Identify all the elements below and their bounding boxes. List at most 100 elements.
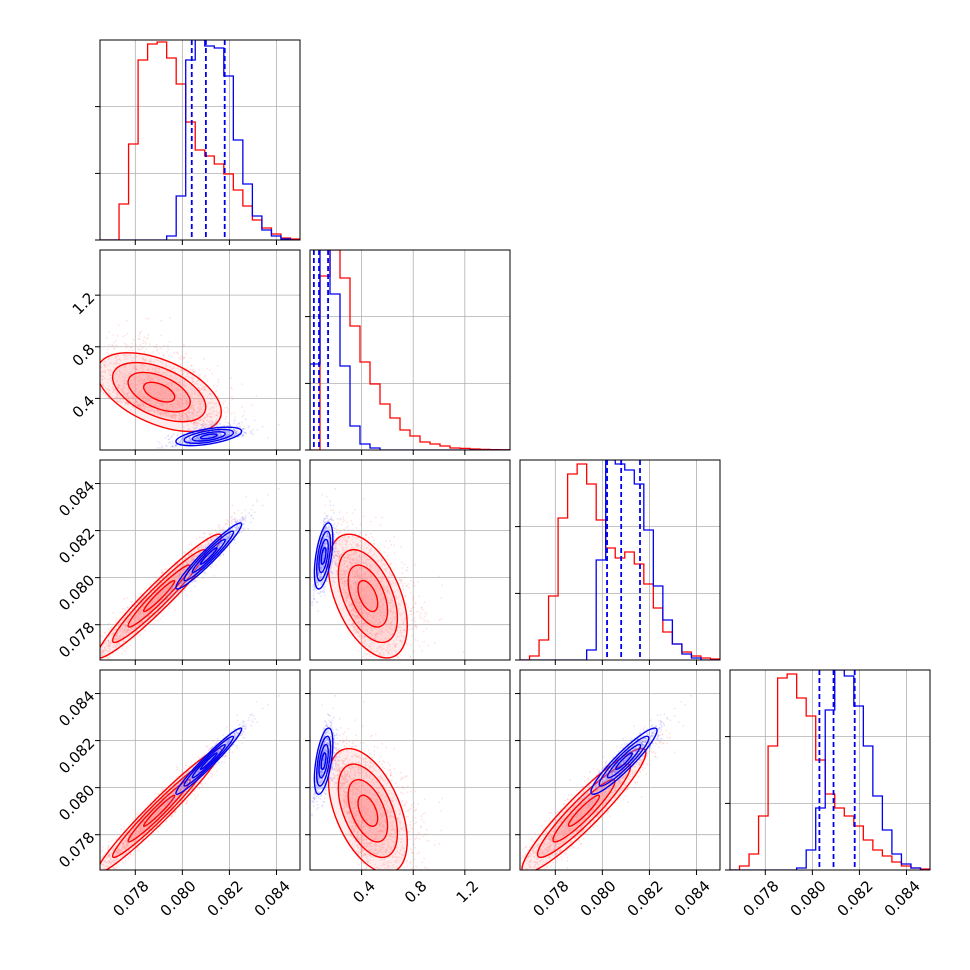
scatter-point bbox=[143, 403, 146, 406]
scatter-point bbox=[159, 386, 162, 389]
scatter-point bbox=[235, 432, 238, 435]
scatter-point bbox=[155, 402, 158, 405]
scatter-point bbox=[164, 412, 167, 415]
scatter-point bbox=[87, 390, 89, 392]
scatter-point bbox=[97, 649, 99, 651]
scatter-point bbox=[104, 369, 106, 372]
scatter-point bbox=[138, 406, 140, 409]
scatter-point bbox=[89, 318, 91, 320]
scatter-point bbox=[192, 381, 195, 384]
scatter-point bbox=[175, 406, 177, 409]
scatter-point bbox=[169, 395, 172, 398]
scatter-point bbox=[210, 419, 212, 422]
scatter-point bbox=[150, 379, 152, 381]
scatter-point bbox=[92, 669, 94, 671]
scatter-point bbox=[217, 433, 220, 436]
scatter-point bbox=[96, 333, 98, 335]
scatter-point bbox=[138, 383, 141, 386]
scatter-point bbox=[163, 396, 166, 399]
scatter-point bbox=[115, 619, 118, 622]
scatter-point bbox=[192, 422, 195, 425]
scatter-point bbox=[96, 366, 98, 368]
scatter-point bbox=[69, 380, 71, 382]
scatter-point bbox=[164, 411, 167, 414]
scatter-point bbox=[142, 358, 145, 361]
scatter-point bbox=[140, 378, 143, 381]
scatter-point bbox=[242, 435, 244, 437]
scatter-point bbox=[230, 412, 233, 415]
scatter-point bbox=[162, 354, 165, 357]
scatter-point bbox=[204, 385, 207, 388]
scatter-point bbox=[206, 367, 209, 370]
scatter-point bbox=[205, 423, 208, 426]
scatter-point bbox=[141, 380, 144, 383]
scatter-point bbox=[236, 430, 239, 433]
scatter-point bbox=[159, 618, 162, 620]
scatter-point bbox=[165, 369, 168, 372]
scatter-point bbox=[156, 401, 159, 404]
scatter-point bbox=[203, 388, 206, 391]
scatter-point bbox=[179, 416, 181, 419]
scatter-point bbox=[134, 384, 137, 387]
scatter-point bbox=[176, 403, 179, 406]
scatter-point bbox=[131, 396, 134, 399]
scatter-point bbox=[170, 406, 173, 409]
scatter-point bbox=[168, 341, 171, 343]
scatter-point bbox=[109, 362, 112, 365]
scatter-point bbox=[102, 384, 105, 387]
scatter-point bbox=[154, 391, 157, 394]
scatter-point bbox=[139, 343, 142, 346]
scatter-point bbox=[179, 381, 182, 383]
scatter-point bbox=[182, 426, 185, 428]
scatter-point bbox=[166, 406, 169, 409]
scatter-point bbox=[115, 373, 118, 376]
scatter-point bbox=[93, 645, 95, 647]
scatter-point bbox=[167, 392, 170, 395]
scatter-point bbox=[113, 341, 115, 344]
scatter-point bbox=[139, 377, 142, 379]
scatter-point bbox=[141, 382, 144, 385]
scatter-point bbox=[249, 430, 252, 433]
scatter-point bbox=[240, 421, 243, 424]
scatter-point bbox=[161, 405, 164, 408]
scatter-point bbox=[172, 433, 175, 436]
scatter-point bbox=[193, 421, 196, 424]
scatter-point bbox=[170, 404, 173, 407]
scatter-point bbox=[161, 395, 164, 397]
scatter-point bbox=[197, 415, 200, 417]
scatter-point bbox=[179, 406, 182, 409]
scatter-point bbox=[151, 408, 154, 411]
scatter-point bbox=[150, 385, 153, 388]
scatter-point bbox=[139, 393, 142, 396]
scatter-point bbox=[184, 402, 187, 404]
panel-0-0 bbox=[100, 40, 300, 240]
scatter-point bbox=[165, 397, 168, 400]
scatter-point bbox=[217, 381, 220, 384]
scatter-point bbox=[138, 389, 141, 392]
scatter-point bbox=[184, 405, 186, 408]
scatter-point bbox=[252, 433, 255, 435]
scatter-point bbox=[159, 392, 162, 395]
scatter-point bbox=[149, 406, 152, 409]
scatter-point bbox=[228, 396, 231, 399]
scatter-point bbox=[136, 404, 139, 407]
scatter-point bbox=[133, 375, 136, 378]
scatter-point bbox=[126, 392, 129, 395]
scatter-point bbox=[109, 368, 112, 371]
scatter-point bbox=[143, 336, 146, 338]
scatter-point bbox=[148, 376, 151, 378]
scatter-point bbox=[176, 407, 179, 410]
scatter-point bbox=[182, 551, 185, 553]
scatter-point bbox=[113, 366, 115, 369]
scatter-point bbox=[124, 376, 127, 379]
scatter-point bbox=[144, 397, 147, 400]
scatter-point bbox=[200, 418, 202, 421]
scatter-point bbox=[170, 445, 172, 448]
scatter-point bbox=[193, 370, 195, 373]
scatter-point bbox=[186, 424, 189, 427]
scatter-point bbox=[97, 653, 99, 655]
scatter-point bbox=[159, 412, 162, 415]
scatter-point bbox=[140, 407, 143, 410]
scatter-point bbox=[121, 387, 124, 389]
scatter-point bbox=[103, 364, 106, 366]
